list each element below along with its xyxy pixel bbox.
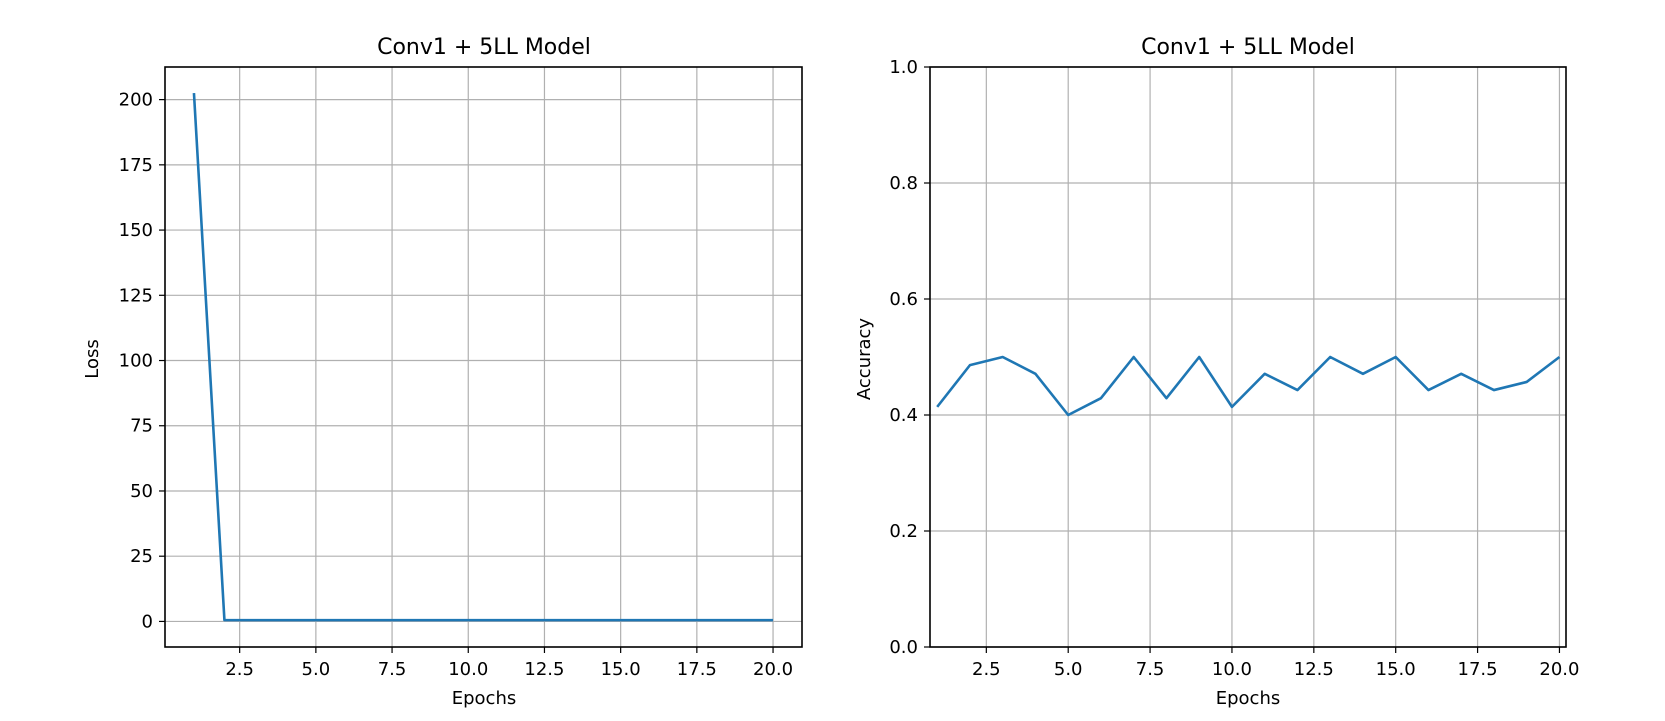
accuracy-x-tick-label: 5.0 xyxy=(1054,659,1083,680)
loss-y-tick-label: 50 xyxy=(130,481,153,502)
loss-grid xyxy=(165,67,802,647)
accuracy-chart-title: Conv1 + 5LL Model xyxy=(1141,35,1355,60)
loss-y-tick-label: 200 xyxy=(119,90,153,111)
accuracy-y-tick-label: 0.4 xyxy=(889,405,918,426)
accuracy-x-tick-label: 2.5 xyxy=(972,659,1001,680)
accuracy-grid xyxy=(930,66,1566,648)
accuracy-x-tick-label: 15.0 xyxy=(1376,659,1416,680)
loss-y-tick-label: 100 xyxy=(119,351,153,372)
loss-y-tick-label: 75 xyxy=(130,416,153,437)
accuracy-x-tick-label: 10.0 xyxy=(1212,659,1252,680)
accuracy-chart-ylabel: Accuracy xyxy=(854,318,875,401)
accuracy-y-tick-label: 1.0 xyxy=(889,57,918,78)
loss-y-tick-label: 150 xyxy=(119,220,153,241)
accuracy-y-tick-label: 0.2 xyxy=(889,521,918,542)
accuracy-y-tick-label: 0.6 xyxy=(889,289,918,310)
accuracy-x-tick-label: 20.0 xyxy=(1539,659,1579,680)
loss-y-tick-label: 175 xyxy=(119,155,153,176)
loss-chart-ylabel: Loss xyxy=(82,339,103,378)
accuracy-chart: Conv1 + 5LL Model Epochs Accuracy 2.5 5.0… xyxy=(854,35,1579,709)
loss-y-tick-label: 25 xyxy=(130,546,153,567)
loss-chart-xlabel: Epochs xyxy=(452,688,517,709)
accuracy-y-tick-label: 0.8 xyxy=(889,173,918,194)
accuracy-x-tick-label: 7.5 xyxy=(1136,659,1165,680)
loss-series-line xyxy=(192,93,774,622)
loss-x-tick-label: 12.5 xyxy=(524,659,564,680)
loss-x-tick-label: 10.0 xyxy=(448,659,488,680)
loss-x-tick-label: 15.0 xyxy=(601,659,641,680)
accuracy-axes-frame xyxy=(929,66,1567,648)
loss-x-tick-label: 17.5 xyxy=(677,659,717,680)
accuracy-x-tick-label: 12.5 xyxy=(1294,659,1334,680)
loss-x-tick-label: 5.0 xyxy=(302,659,331,680)
loss-x-tick-label: 7.5 xyxy=(378,659,407,680)
loss-x-tick-label: 20.0 xyxy=(753,659,793,680)
loss-chart-title: Conv1 + 5LL Model xyxy=(377,35,591,60)
accuracy-chart-xlabel: Epochs xyxy=(1216,688,1281,709)
loss-y-tick-label: 125 xyxy=(119,285,153,306)
loss-axes-frame xyxy=(164,66,803,648)
loss-y-tick-label: 0 xyxy=(142,611,153,632)
accuracy-x-tick-label: 17.5 xyxy=(1458,659,1498,680)
loss-x-tick-label: 2.5 xyxy=(225,659,254,680)
loss-chart: Conv1 + 5LL Model Epochs Loss 2.5 5.0 7.5 1… xyxy=(82,35,803,709)
accuracy-series-line xyxy=(936,355,1561,417)
accuracy-y-tick-label: 0.0 xyxy=(889,637,918,658)
